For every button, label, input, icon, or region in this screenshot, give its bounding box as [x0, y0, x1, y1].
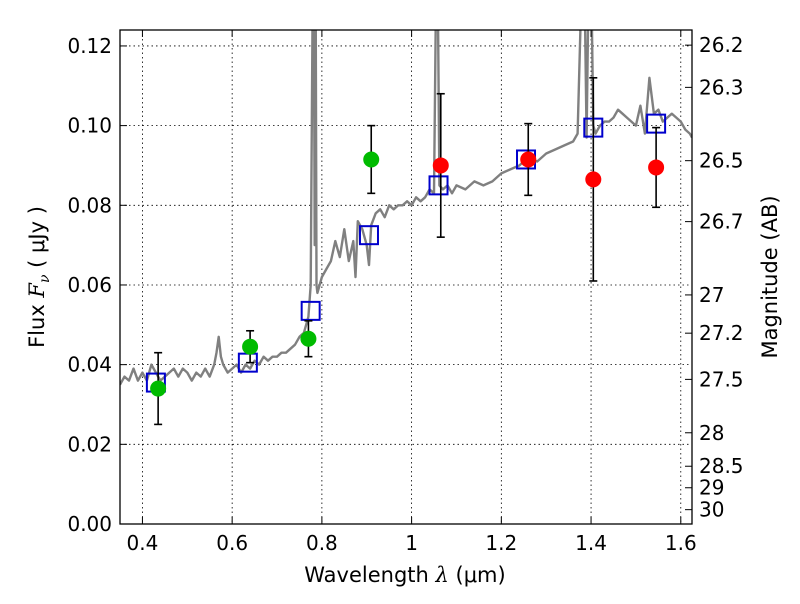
x-tick-label: 1.4: [575, 531, 607, 555]
photometry-point: [585, 171, 602, 188]
y-tick-label: 0.12: [67, 34, 112, 58]
photometry-point: [648, 159, 665, 176]
markers: [145, 77, 667, 426]
x-tick-label: 1.6: [665, 531, 697, 555]
y-tick-label: 0.00: [67, 512, 112, 536]
model-point: [428, 175, 449, 196]
y2-axis-title: Magnitude (AB): [758, 195, 782, 358]
photometry-point: [242, 338, 259, 355]
grid: [120, 30, 692, 525]
model-point: [358, 225, 379, 246]
mag-tick-label: 26.7: [699, 210, 744, 234]
mag-tick-label: 26.3: [699, 75, 744, 99]
plot-frame: [119, 29, 693, 525]
mag-tick-label: 27.2: [699, 321, 744, 345]
mag-tick-label: 30: [699, 498, 724, 522]
x-axis-title: Wavelength λ (μm): [304, 563, 505, 587]
mag-tick-label: 27: [699, 283, 724, 307]
y-tick-label: 0.06: [67, 273, 112, 297]
y-tick-label: 0.10: [67, 114, 112, 138]
mag-tick-label: 27.5: [699, 367, 744, 391]
spectrum-line: [120, 30, 692, 386]
photometry-point: [520, 151, 537, 168]
mag-tick-label: 28.5: [699, 454, 744, 478]
y-tick-label: 0.04: [67, 353, 112, 377]
mag-tick-label: 26.2: [699, 33, 744, 57]
photometry-point: [300, 330, 317, 347]
x-tick-label: 1: [405, 531, 418, 555]
mag-tick-label: 29: [699, 476, 724, 500]
x-tick-label: 0.8: [306, 531, 338, 555]
y-tick-label: 0.08: [67, 193, 112, 217]
axes: 0.4 0.6 0.8 1 1.2 1.4 1.6 0.00 0.02 0.04 0.06 0.08 0…: [67, 30, 744, 555]
y-tick-label: 0.02: [67, 432, 112, 456]
mag-tick-label: 28: [699, 421, 724, 445]
x-tick-label: 0.6: [216, 531, 248, 555]
model-point: [300, 300, 321, 321]
photometry-point: [363, 151, 380, 168]
photometry-point: [432, 157, 449, 174]
plot-area: [120, 30, 692, 386]
mag-tick-label: 26.5: [699, 149, 744, 173]
y-axis-title: Flux Fν ( μJy ): [25, 206, 53, 348]
x-tick-label: 1.2: [485, 531, 517, 555]
photometry-point: [150, 380, 167, 397]
x-tick-label: 0.4: [127, 531, 159, 555]
